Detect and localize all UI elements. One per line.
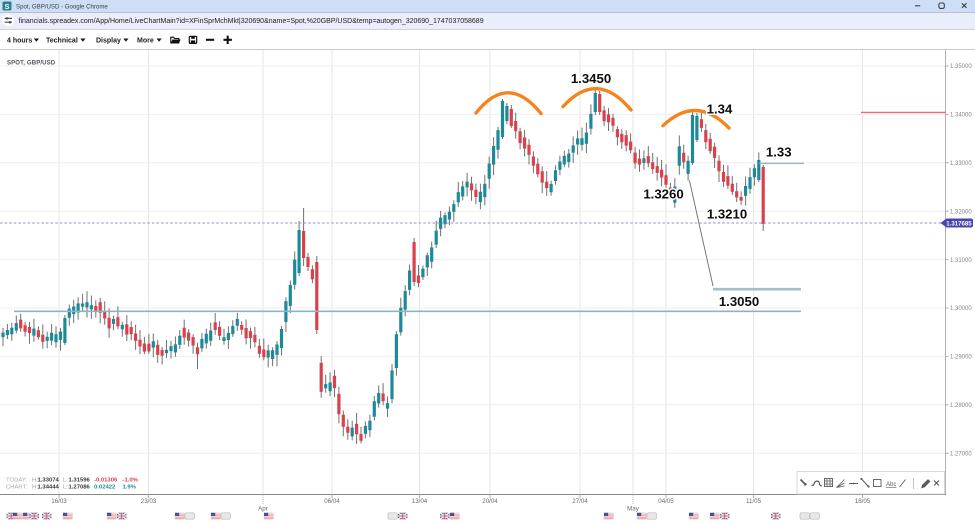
svg-text:1.30000: 1.30000 <box>950 306 972 312</box>
svg-text:1.32000: 1.32000 <box>950 209 972 215</box>
svg-text:Display: Display <box>96 38 121 45</box>
svg-text:1.35000: 1.35000 <box>950 64 972 70</box>
svg-text:More: More <box>137 38 154 45</box>
svg-text:Spot, GBP/USD - Google Chrome: Spot, GBP/USD - Google Chrome <box>16 4 108 11</box>
svg-text:18/05: 18/05 <box>855 498 871 505</box>
svg-text:May: May <box>627 506 640 513</box>
svg-text:1.3210: 1.3210 <box>707 207 747 222</box>
svg-text:1.31000: 1.31000 <box>950 258 972 264</box>
svg-text:1.3450: 1.3450 <box>571 71 611 86</box>
svg-text:1.33000: 1.33000 <box>950 161 972 167</box>
svg-text:06/04: 06/04 <box>324 498 340 505</box>
svg-text:16/03: 16/03 <box>51 498 67 505</box>
svg-text:4 hours: 4 hours <box>7 38 32 45</box>
svg-text:1.3260: 1.3260 <box>643 187 683 202</box>
svg-text:27/04: 27/04 <box>572 498 588 505</box>
svg-text:1.317685: 1.317685 <box>946 220 972 227</box>
svg-text:1.3050: 1.3050 <box>719 294 759 309</box>
svg-text:1.27000: 1.27000 <box>950 451 972 457</box>
svg-text:Technical: Technical <box>46 38 78 45</box>
svg-text:1.34: 1.34 <box>707 102 733 117</box>
svg-text:Abc: Abc <box>886 482 896 488</box>
svg-text:financials.spreadex.com/App/Ho: financials.spreadex.com/App/Home/LiveCha… <box>19 18 484 25</box>
svg-text:SPOT, GBP/USD: SPOT, GBP/USD <box>7 61 56 67</box>
svg-text:1.34000: 1.34000 <box>950 113 972 119</box>
svg-text:04/05: 04/05 <box>658 498 674 505</box>
svg-text:S: S <box>4 2 9 11</box>
svg-text:1.29000: 1.29000 <box>950 355 972 361</box>
svg-text:20/04: 20/04 <box>482 498 498 505</box>
svg-text:1.28000: 1.28000 <box>950 403 972 409</box>
svg-text:23/03: 23/03 <box>141 498 157 505</box>
svg-text:Apr: Apr <box>258 506 268 513</box>
svg-text:11/05: 11/05 <box>746 498 762 505</box>
svg-text:13/04: 13/04 <box>412 498 428 505</box>
svg-text:1.33: 1.33 <box>766 145 792 160</box>
